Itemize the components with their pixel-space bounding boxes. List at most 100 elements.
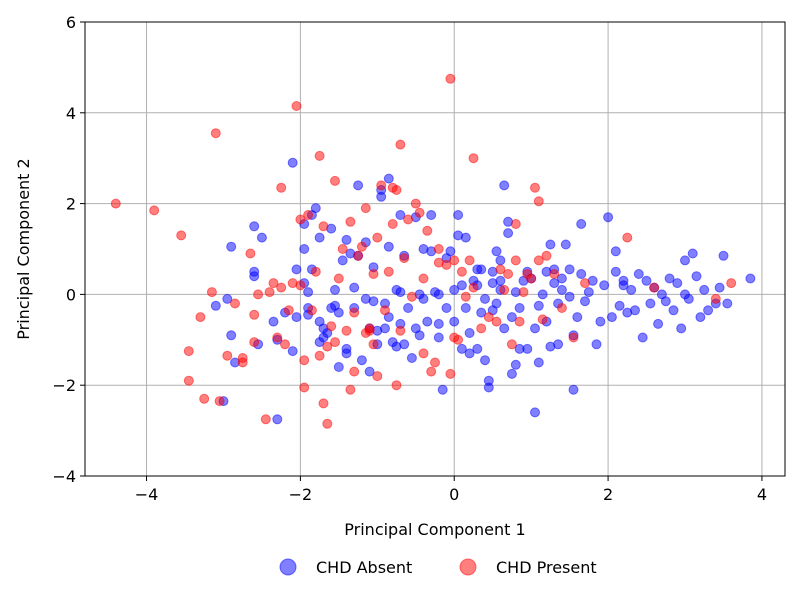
point-chd-present <box>368 339 379 350</box>
y-tick-label: 6 <box>66 13 76 32</box>
point-chd-present <box>341 325 352 336</box>
point-chd-present <box>530 182 540 193</box>
point-chd-absent <box>653 318 664 329</box>
point-chd-present <box>372 371 383 382</box>
point-chd-present <box>449 255 460 266</box>
point-chd-present <box>433 244 444 254</box>
point-chd-absent <box>433 332 444 343</box>
point-chd-absent <box>464 328 475 338</box>
point-chd-absent <box>664 273 675 284</box>
point-chd-absent <box>341 234 352 245</box>
point-chd-absent <box>660 296 671 307</box>
point-chd-absent <box>633 269 644 279</box>
point-chd-absent <box>480 355 490 366</box>
point-chd-absent <box>564 264 575 275</box>
point-chd-present <box>464 255 475 266</box>
point-chd-absent <box>626 284 637 295</box>
point-chd-absent <box>456 343 467 354</box>
point-chd-present <box>414 207 425 218</box>
y-tick-label: 0 <box>66 285 76 304</box>
point-chd-absent <box>353 180 364 191</box>
point-chd-absent <box>383 241 394 252</box>
point-chd-absent <box>618 280 629 291</box>
point-chd-present <box>276 282 287 293</box>
point-chd-present <box>183 346 194 357</box>
x-tick-label: −4 <box>135 485 159 504</box>
point-chd-present <box>541 250 552 261</box>
point-chd-present <box>403 214 414 225</box>
point-chd-absent <box>703 305 714 316</box>
point-chd-present <box>345 216 356 227</box>
point-chd-absent <box>256 232 267 243</box>
point-chd-present <box>337 244 348 254</box>
point-chd-absent <box>564 291 575 302</box>
point-chd-present <box>322 341 333 352</box>
x-tick-label: 4 <box>757 485 767 504</box>
point-chd-absent <box>580 296 590 307</box>
point-chd-present <box>260 414 271 425</box>
point-chd-absent <box>510 359 521 370</box>
point-chd-absent <box>714 282 725 293</box>
point-chd-present <box>295 214 306 225</box>
point-chd-absent <box>333 362 344 372</box>
point-chd-present <box>495 264 506 275</box>
point-chd-absent <box>506 368 517 379</box>
point-chd-present <box>514 316 525 327</box>
point-chd-present <box>222 350 233 361</box>
point-chd-absent <box>291 312 302 323</box>
point-chd-absent <box>691 271 702 282</box>
point-chd-absent <box>472 343 483 354</box>
point-chd-absent <box>449 284 460 295</box>
point-chd-absent <box>453 210 464 220</box>
point-chd-absent <box>341 343 352 354</box>
point-chd-absent <box>383 173 394 184</box>
point-chd-absent <box>491 298 502 309</box>
x-tick-label: 2 <box>603 485 613 504</box>
point-chd-present <box>291 101 302 111</box>
data-points <box>110 73 756 429</box>
point-chd-absent <box>718 250 729 261</box>
point-chd-present <box>468 153 479 164</box>
point-chd-absent <box>572 312 583 323</box>
point-chd-present <box>418 273 429 284</box>
point-chd-absent <box>226 241 237 252</box>
point-chd-present <box>237 353 248 363</box>
point-chd-absent <box>614 300 625 311</box>
point-chd-absent <box>476 307 487 318</box>
point-chd-present <box>526 273 537 284</box>
point-chd-present <box>391 185 402 195</box>
y-axis-label: Principal Component 2 <box>14 158 33 339</box>
point-chd-absent <box>514 303 525 313</box>
point-chd-absent <box>222 293 233 304</box>
point-chd-absent <box>576 269 587 279</box>
point-chd-present <box>426 366 437 377</box>
point-chd-absent <box>303 287 314 298</box>
point-chd-absent <box>418 293 429 304</box>
point-chd-absent <box>503 228 514 239</box>
point-chd-absent <box>499 323 510 334</box>
point-chd-present <box>245 248 256 259</box>
point-chd-present <box>726 278 737 289</box>
point-chd-present <box>410 198 421 209</box>
point-chd-present <box>568 332 579 343</box>
point-chd-absent <box>495 255 506 266</box>
point-chd-present <box>280 339 290 350</box>
point-chd-present <box>249 309 260 320</box>
point-chd-absent <box>314 232 325 243</box>
point-chd-present <box>360 328 371 338</box>
point-chd-present <box>441 259 452 270</box>
point-chd-absent <box>668 305 679 316</box>
point-chd-absent <box>645 298 656 309</box>
point-chd-absent <box>599 280 610 291</box>
point-chd-absent <box>368 296 379 307</box>
point-chd-absent <box>530 407 540 418</box>
point-chd-present <box>299 382 310 393</box>
point-chd-absent <box>437 384 448 395</box>
point-chd-absent <box>491 246 502 257</box>
point-chd-present <box>468 282 479 293</box>
point-chd-present <box>372 232 383 243</box>
point-chd-absent <box>480 293 490 304</box>
point-chd-absent <box>287 157 298 168</box>
point-chd-present <box>395 325 406 336</box>
point-chd-present <box>445 73 456 84</box>
